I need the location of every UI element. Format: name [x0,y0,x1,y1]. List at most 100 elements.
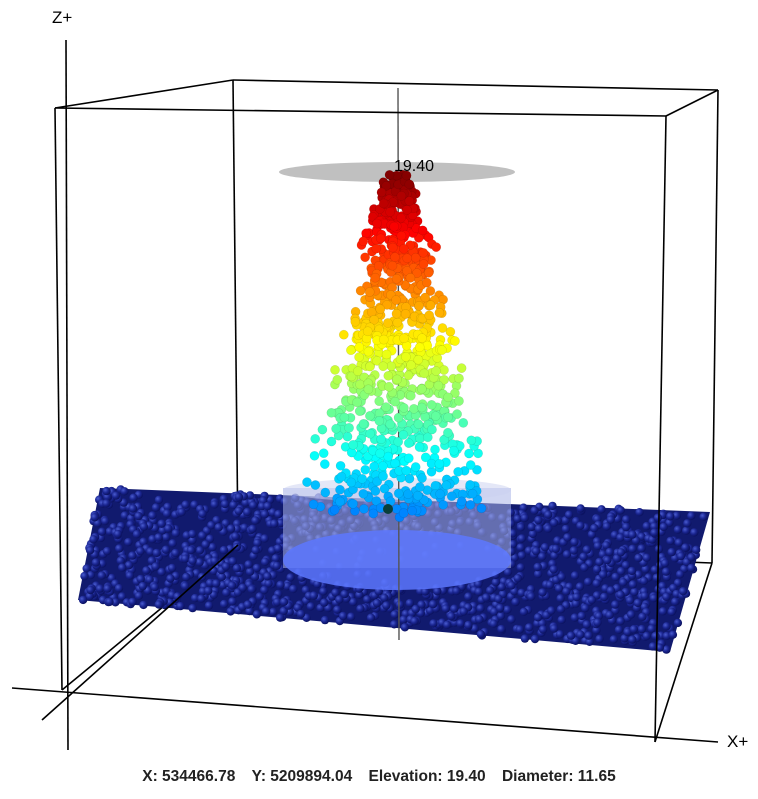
status-x-coordinate: X: 534466.78 [142,768,236,785]
status-diameter: Diameter: 11.65 [501,768,616,785]
ground-point [251,516,260,525]
ground-point [180,581,190,591]
tree-point [443,412,453,423]
ground-point [181,554,190,563]
ground-point [124,561,134,570]
ground-point [571,599,581,608]
ground-point [662,592,671,601]
ground-point [674,538,684,547]
tree-point [329,505,340,515]
tree-point [466,435,477,446]
ground-point [545,580,554,590]
tree-point [410,462,421,472]
ground-point [269,607,278,617]
ground-point [171,529,180,538]
ground-point [642,553,651,562]
tree-point [414,300,424,311]
tree-point [332,374,343,385]
tree-point [372,218,382,229]
ground-point [182,572,191,582]
ground-point [602,522,611,531]
ground-point [649,593,658,603]
tree-point [372,356,382,366]
ground-point [592,565,602,574]
ground-point [474,587,483,596]
ground-point [628,635,637,644]
tree-point [396,213,406,223]
ground-point [296,609,306,619]
tree-point [409,403,419,414]
tree-point [398,430,409,440]
ground-point [86,570,96,580]
ground-point [544,510,553,519]
ground-point [602,541,611,550]
ground-point [198,531,207,540]
ground-point [606,515,615,524]
tree-point [390,396,400,407]
ground-point [186,545,196,555]
ground-point [245,606,254,616]
ground-point [623,627,632,637]
tree-point [379,483,390,494]
ground-point [593,541,602,551]
tree-point [417,473,427,483]
ground-point [651,631,660,641]
ground-point [188,556,197,565]
ground-point [476,630,486,639]
ground-point [592,626,601,635]
ground-point [132,530,142,539]
ground-point [139,537,148,546]
ground-point [605,610,614,620]
ground-point [510,553,519,562]
tree-point [387,260,398,271]
ground-point [595,634,604,644]
ground-point [611,600,620,609]
ground-point [611,606,620,615]
ground-point [260,557,270,566]
ground-point [676,551,686,561]
point-cloud-viewport[interactable]: Z+ X+ 19.40 [0,0,758,760]
ground-point [581,603,590,613]
ground-point [683,519,692,528]
tree-point [406,360,416,370]
ground-point [231,532,240,541]
ground-point [201,540,210,549]
ground-point [616,506,625,515]
tree-point [353,366,363,377]
tree-point [472,464,482,475]
ground-point [605,547,614,557]
point-cloud-scene[interactable] [0,0,758,760]
tree-point [425,300,436,311]
tree-point [376,434,387,445]
ground-point [195,558,204,567]
tree-point [378,334,389,345]
tree-point [354,352,364,362]
ground-point [255,592,264,601]
tree-point [403,453,414,464]
ground-point [678,587,688,596]
tree-point [407,506,418,516]
ground-point [620,634,629,643]
ground-point [533,562,542,572]
tree-point [358,236,369,247]
ground-point [85,546,95,555]
ground-point [570,537,579,547]
y-axis [41,544,239,721]
ground-point [168,539,177,548]
ground-point [538,588,547,597]
ground-point [616,533,625,542]
ground-point [554,584,564,593]
tree-point [365,428,376,439]
tree-point [381,402,391,412]
ground-point [261,607,271,616]
ground-point [614,625,624,634]
tree-point [399,403,409,413]
tree-point [439,374,449,385]
ground-point [593,618,602,627]
tree-point [399,333,409,344]
tree-point [450,336,460,346]
ground-point [157,567,166,577]
tree-point [430,444,440,455]
ground-point [417,600,426,609]
ground-point [638,612,647,621]
